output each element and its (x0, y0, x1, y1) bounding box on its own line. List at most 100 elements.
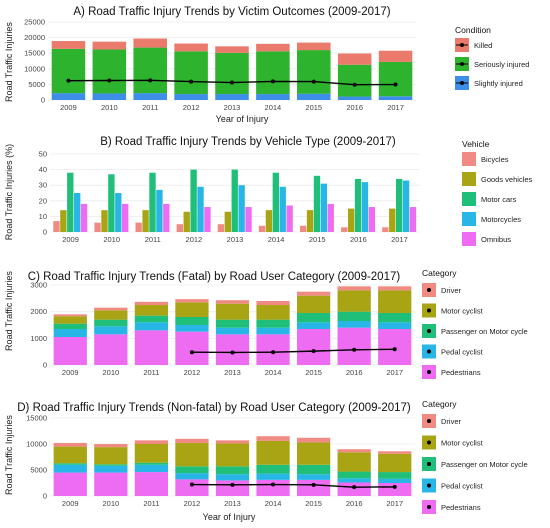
legend-label: Pedal cyclist (441, 348, 484, 357)
bar-segment (297, 42, 331, 51)
legend-marker (427, 440, 431, 445)
series-driver (53, 286, 412, 317)
bar-segment (296, 464, 331, 475)
panel-b-plot: 0 10 20 30 40 50 2009 2010 2011 2012 2013 2014 2015 2… (39, 150, 420, 244)
panel-d-legend: Category Driver Motor cyclist Passenger on… (422, 399, 528, 514)
trend-line (191, 483, 395, 488)
trend-line-point (311, 482, 316, 487)
bar-segment (134, 464, 169, 473)
bar-segment (256, 319, 290, 328)
series-motorcycles (74, 180, 410, 232)
bar-segment (215, 466, 250, 475)
bar-segment (53, 463, 87, 465)
legend-label: Motorcycles (481, 215, 521, 224)
legend-label: Motor cyclist (441, 307, 484, 316)
bar-segment (175, 331, 209, 365)
bar (238, 185, 245, 232)
bar-segment (175, 325, 209, 332)
bar-segment (256, 334, 290, 365)
legend-swatch (462, 172, 476, 186)
trend-line-point (271, 482, 276, 487)
bar-segment (337, 452, 371, 472)
panel-c-x-tick-label: 2011 (143, 368, 159, 377)
bar (279, 186, 286, 232)
panel-c-y-axis-label: Road Traffic Injuries (4, 271, 14, 351)
bar (354, 178, 362, 232)
bar (395, 178, 403, 232)
legend-marker (427, 483, 431, 488)
bar (176, 224, 183, 232)
panel-c-x-tick-label: 2017 (386, 368, 403, 377)
bar-segment (53, 314, 87, 317)
bar-segment (337, 311, 371, 321)
panel-a-x-axis-label: Year of Injury (216, 114, 269, 124)
legend-marker (427, 329, 431, 333)
panel-c-x-tick-label: 2009 (62, 368, 79, 377)
bar-segment (175, 438, 209, 443)
panel-b-x-tick-label: 2015 (309, 235, 326, 244)
trend-line-point (189, 350, 194, 355)
panel-a-y-tick-label: 20000 (24, 33, 45, 42)
bar-segment (378, 286, 412, 291)
panel-c-x-tick-label: 2010 (102, 368, 119, 377)
bar-segment (53, 337, 87, 365)
series-slightly-injured (51, 93, 413, 100)
bar-segment (51, 41, 86, 49)
bar (320, 183, 328, 232)
panel-d-y-axis-label: Road Traffic Injuries (4, 415, 14, 495)
series-goods-vehicles (60, 208, 396, 232)
bar-segment (256, 51, 290, 95)
panel-b-legend: Vehicle Bicycles Goods vehicles Motor cars… (462, 139, 533, 246)
bar-segment (378, 472, 412, 479)
trend-line-point (271, 350, 276, 355)
bar-segment (337, 286, 371, 291)
panel-b-y-tick-label: 10 (39, 212, 47, 221)
panel-d-y-tick-label: 0 (43, 492, 47, 501)
panel-b-y-tick-label: 30 (39, 181, 47, 190)
bar (80, 203, 88, 232)
legend-marker (460, 62, 464, 66)
bar-segment (175, 442, 209, 467)
panel-d-x-tick-label: 2009 (62, 499, 79, 508)
panel-c: C) Road Traffic Injury Trends (Fatal) by… (4, 268, 528, 379)
panel-b-x-tick-label: 2014 (268, 235, 285, 244)
bar-segment (134, 462, 169, 465)
bar (286, 205, 293, 232)
bar (217, 224, 225, 232)
bar-segment (378, 478, 412, 483)
bar-segment (134, 472, 169, 496)
bar-segment (94, 334, 128, 365)
panel-a-legend: Condition Killed Seriously injured Slightl… (455, 25, 529, 90)
legend-marker (427, 349, 431, 354)
bar-segment (256, 464, 290, 474)
bar (74, 193, 81, 232)
panel-c-x-tick-label: 2015 (305, 368, 322, 377)
bar-segment (134, 322, 169, 331)
bar-segment (337, 449, 371, 453)
panel-b-y-tick-label: 50 (39, 150, 47, 159)
bar (368, 207, 376, 232)
panel-d-x-axis-label: Year of Injury (203, 512, 256, 522)
legend-label: Bicycles (481, 155, 509, 164)
bar-segment (256, 305, 290, 320)
panel-b-title: B) Road Traffic Injury Trends by Vehicle… (100, 136, 396, 148)
panel-b-x-tick-label: 2009 (62, 235, 79, 244)
bar-segment (297, 50, 331, 94)
panel-a-x-tick-label: 2017 (387, 103, 404, 112)
panel-b-x-tick-label: 2012 (186, 235, 203, 244)
bar-segment (175, 479, 209, 496)
trend-line (191, 348, 395, 354)
series-pedestrians (53, 327, 412, 365)
panel-b-y-tick-label: 20 (39, 196, 47, 205)
legend-label: Driver (441, 417, 462, 426)
bar (101, 210, 108, 232)
bar-segment (378, 50, 413, 62)
panel-b-y-tick-label: 0 (43, 228, 47, 237)
panel-c-x-tick-label: 2014 (265, 368, 282, 377)
legend-marker (427, 462, 431, 466)
bar-segment (215, 327, 250, 335)
bar-segment (296, 322, 331, 329)
legend-label: Goods vehicles (481, 175, 533, 184)
bar (389, 208, 396, 232)
bar-segment (94, 447, 128, 465)
